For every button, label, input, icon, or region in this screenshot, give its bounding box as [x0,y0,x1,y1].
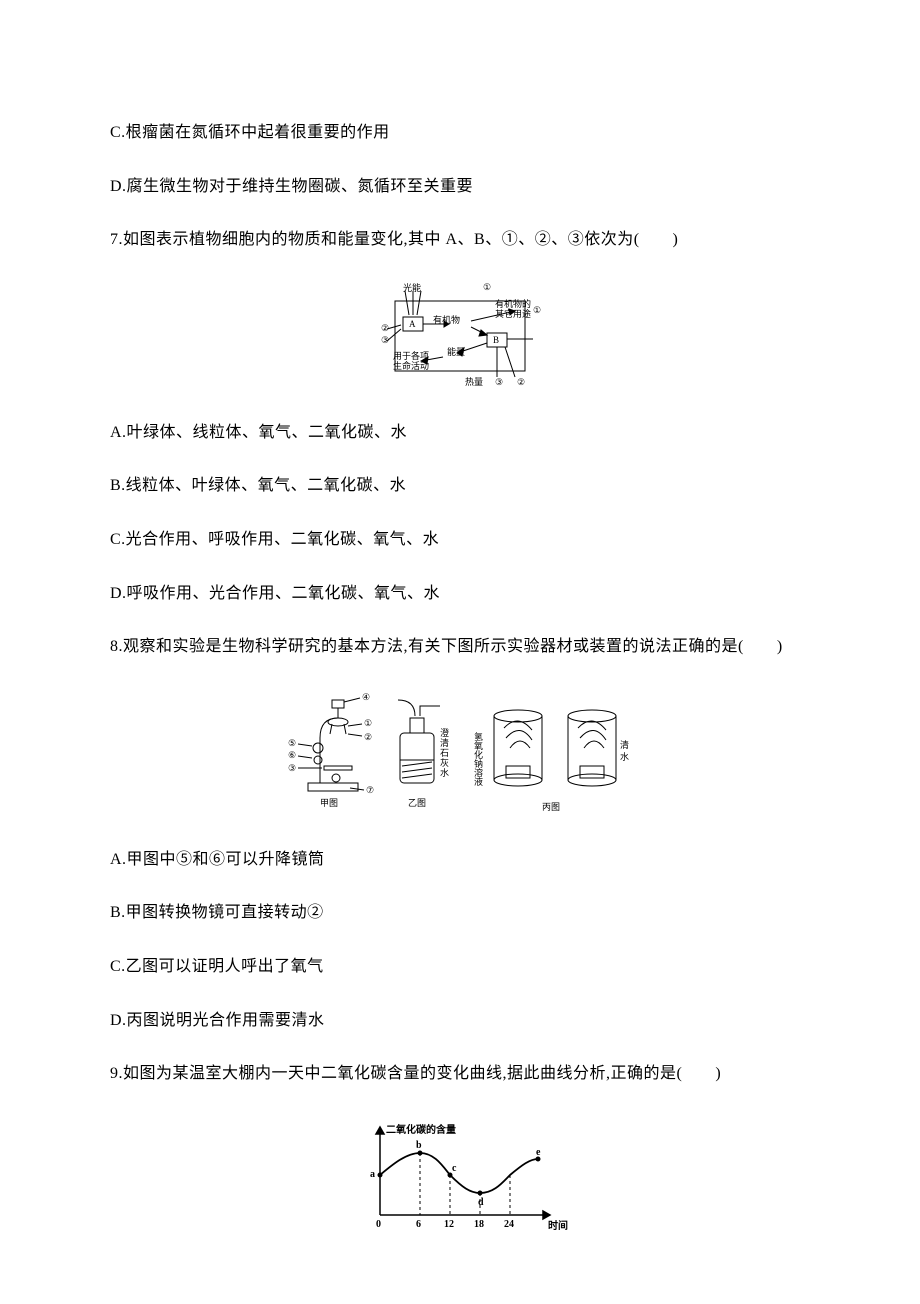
svg-text:生命活动: 生命活动 [393,360,429,371]
q7-option-a: A.叶绿体、线粒体、氧气、二氧化碳、水 [110,420,810,446]
svg-text:丙图: 丙图 [542,802,560,812]
q7-option-b: B.线粒体、叶绿体、氧气、二氧化碳、水 [110,473,810,499]
svg-text:②: ② [364,732,372,742]
svg-text:B: B [493,335,499,345]
svg-text:光能: 光能 [403,282,421,293]
q8-figure: ④ ① ② ⑤ ⑥ ③ ⑦ 甲图 乙图 丙图 澄清 石灰 水 氢氧 化钠 溶液 … [110,688,810,823]
svg-text:d: d [478,1197,484,1208]
svg-text:A: A [409,319,416,329]
svg-text:液: 液 [474,776,483,787]
svg-text:有机物的: 有机物的 [495,298,531,309]
q8-option-d: D.丙图说明光合作用需要清水 [110,1008,810,1034]
svg-text:澄: 澄 [440,727,449,738]
q8-stem: 8.观察和实验是生物科学研究的基本方法,有关下图所示实验器材或装置的说法正确的是… [110,634,810,660]
svg-text:乙图: 乙图 [408,798,426,808]
svg-text:②: ② [381,323,389,333]
svg-text:时间: 时间 [548,1219,568,1232]
q7-option-d: D.呼吸作用、光合作用、二氧化碳、氧气、水 [110,581,810,607]
q8-option-c: C.乙图可以证明人呼出了氧气 [110,954,810,980]
svg-text:a: a [370,1169,375,1180]
svg-text:其它用途: 其它用途 [495,308,531,319]
svg-text:清: 清 [440,737,449,748]
svg-text:0: 0 [376,1219,381,1230]
svg-text:⑤: ⑤ [288,738,296,748]
svg-text:b: b [416,1140,422,1151]
q6-option-d: D.腐生微生物对于维持生物圈碳、氮循环至关重要 [110,174,810,200]
svg-text:③: ③ [288,763,296,773]
svg-text:水: 水 [620,751,629,762]
svg-text:①: ① [364,718,372,728]
svg-text:24: 24 [504,1219,514,1230]
q7-option-c: C.光合作用、呼吸作用、二氧化碳、氧气、水 [110,527,810,553]
svg-text:有机物: 有机物 [433,314,460,325]
svg-text:⑦: ⑦ [366,785,374,795]
svg-text:c: c [452,1163,457,1174]
q9-figure: 二氧化碳的含量 时间 0 6 12 18 24 a b c d e [110,1115,810,1240]
svg-text:18: 18 [474,1219,484,1230]
q9-stem: 9.如图为某温室大棚内一天中二氧化碳含量的变化曲线,据此曲线分析,正确的是( ) [110,1061,810,1087]
q7-stem: 7.如图表示植物细胞内的物质和能量变化,其中 A、B、①、②、③依次为( ) [110,227,810,253]
svg-text:用于各项: 用于各项 [393,350,429,361]
svg-text:12: 12 [444,1219,454,1230]
svg-text:能量: 能量 [447,346,465,357]
svg-text:清: 清 [620,739,629,750]
svg-text:e: e [536,1147,541,1158]
svg-text:6: 6 [416,1219,421,1230]
svg-text:⑥: ⑥ [288,750,296,760]
svg-text:④: ④ [362,692,370,702]
svg-text:石: 石 [440,748,449,758]
q8-option-b: B.甲图转换物镜可直接转动② [110,900,810,926]
svg-text:①: ① [533,305,541,315]
svg-text:水: 水 [440,767,449,778]
q8-option-a: A.甲图中⑤和⑥可以升降镜筒 [110,847,810,873]
q7-figure: 光能 ① A B 有机物 有机物的 其它用途 ① ② ③ 能量 用于各项 生命活… [110,281,810,396]
svg-text:②: ② [517,377,525,387]
q6-option-c: C.根瘤菌在氮循环中起着很重要的作用 [110,120,810,146]
svg-text:二氧化碳的含量: 二氧化碳的含量 [386,1123,456,1136]
svg-text:甲图: 甲图 [320,798,338,808]
svg-text:③: ③ [381,335,389,345]
svg-text:热量: 热量 [465,376,483,387]
svg-text:灰: 灰 [440,757,449,768]
svg-text:①: ① [483,282,491,292]
svg-text:③: ③ [495,377,503,387]
